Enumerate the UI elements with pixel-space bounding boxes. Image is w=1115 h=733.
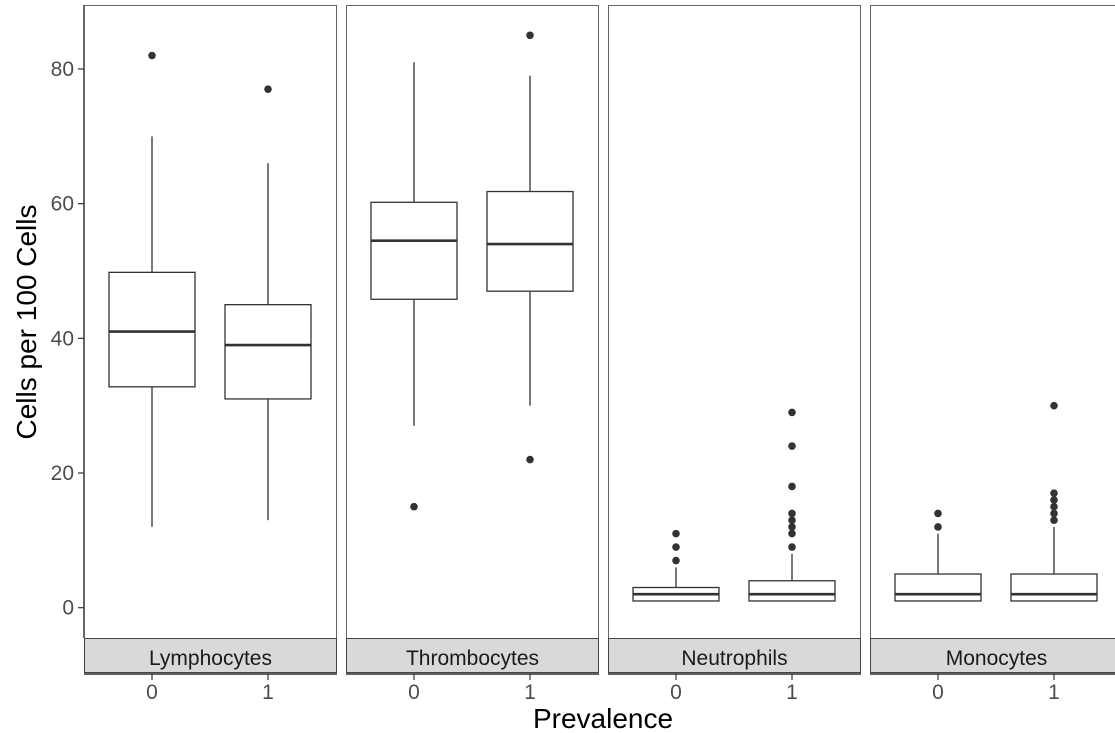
strip-background [608,638,861,673]
strip-label: Lymphocytes [149,647,272,670]
x-tick-label: 0 [146,681,158,704]
facet-panels: Lymphocytes 0 1 Thrombocytes 0 1 Neutrophils 0 1… [84,5,1115,704]
box [486,190,574,292]
box-0 [632,529,720,602]
outlier-point [1050,502,1058,511]
outlier-point [788,408,796,417]
facet-panel: Thrombocytes 0 1 [346,5,599,704]
y-tick-label: 40 [51,327,74,350]
outlier-point [672,556,680,565]
box [224,304,312,400]
facet-panel: Lymphocytes 0 1 [84,5,337,704]
outlier-point [1050,516,1058,524]
y-tick-label: 80 [51,58,74,81]
outlier-point [788,543,796,551]
outlier-point [1050,496,1058,504]
x-tick-label: 0 [670,681,682,704]
outlier-point [526,31,534,40]
box [1010,573,1098,602]
box-0 [894,509,982,602]
x-tick-label: 1 [262,681,274,704]
outlier-point [788,482,796,491]
strip-label: Thrombocytes [406,647,539,670]
y-axis: 0 20 40 60 80 [51,5,85,638]
strip-label: Neutrophils [681,647,787,670]
x-tick-label: 1 [1048,681,1060,704]
y-tick-label: 60 [51,193,74,216]
box-0 [370,62,458,511]
box [370,201,458,300]
box-1 [1010,401,1098,602]
outlier-point [1050,489,1058,498]
box-1 [486,31,574,464]
outlier-point [148,51,156,60]
y-tick-label: 20 [51,462,74,485]
x-tick-label: 0 [932,681,944,704]
box-0 [108,51,196,527]
outlier-point [934,523,942,531]
box [894,573,982,602]
y-tick-label: 0 [62,597,74,620]
outlier-point [788,523,796,531]
outlier-point [672,543,680,551]
box-1 [748,408,836,602]
facet-panel: Neutrophils 0 1 [608,5,861,704]
strip-background [346,638,599,673]
box [108,271,196,388]
outlier-point [788,529,796,538]
x-tick-label: 0 [408,681,420,704]
strip-background [870,638,1115,673]
outlier-point [788,442,796,450]
x-tick-label: 1 [524,681,536,704]
outlier-point [1050,401,1058,410]
panel-border [608,5,861,639]
outlier-point [788,516,796,524]
x-tick-label: 1 [786,681,798,704]
outlier-point [788,509,796,518]
outlier-point [264,85,272,93]
panel-border [870,5,1115,639]
outlier-point [934,509,942,518]
outlier-point [526,455,534,464]
outlier-point [1050,509,1058,518]
strip-background [84,638,337,673]
box-1 [224,85,312,521]
x-axis-title: Prevalence [533,703,673,733]
panel-border [346,5,599,639]
outlier-point [672,529,680,538]
box [748,580,836,602]
y-axis-title: Cells per 100 Cells [11,205,42,440]
strip-label: Monocytes [946,647,1048,670]
outlier-point [410,502,418,511]
